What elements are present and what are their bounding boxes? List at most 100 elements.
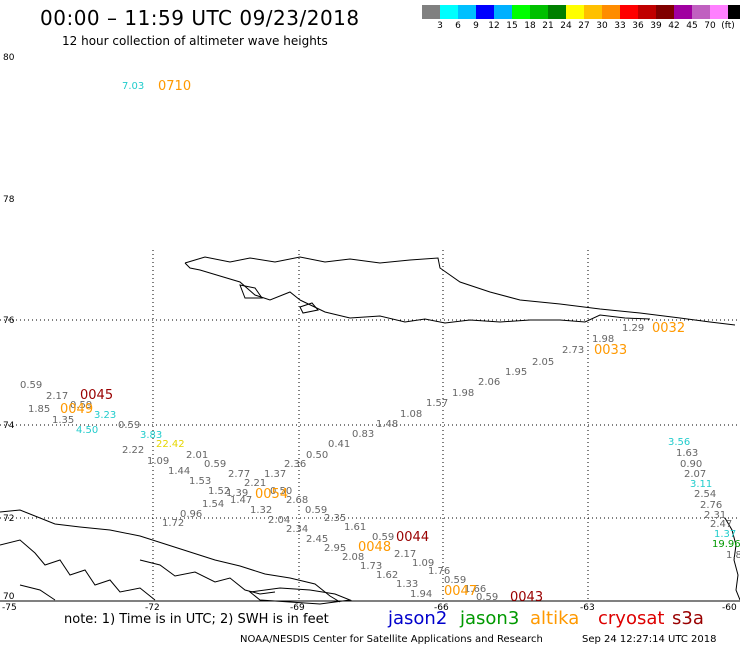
swh-label: 2.07: [684, 469, 706, 480]
swh-label: 1.76: [428, 566, 450, 577]
color-legend: 3 6 9 12 15 18 21 24 27 30 33 36 39 42 45 70 (ft): [422, 5, 740, 31]
legend-label: 3: [437, 21, 443, 31]
legend-label: 70: [704, 21, 716, 31]
lat-label-76: 76: [3, 316, 15, 326]
swh-label: 19.96: [712, 539, 740, 550]
legend-swatch: [512, 5, 530, 19]
swh-label: 1.33: [396, 579, 418, 590]
mission-cryosat: cryosat: [598, 608, 665, 629]
swh-label: 2.77: [228, 469, 250, 480]
credit-line: NOAA/NESDIS Center for Satellite Applica…: [240, 634, 543, 645]
lon-label-72: -72: [145, 603, 160, 613]
swh-label: 0.59: [444, 575, 466, 586]
swh-label: 2.54: [694, 489, 716, 500]
swh-label: 2.73: [562, 345, 584, 356]
legend-swatch: [530, 5, 548, 19]
swh-label: 0.59: [305, 505, 327, 516]
legend-label: (ft): [721, 21, 735, 31]
legend-swatch: [710, 5, 728, 19]
swh-label: 1.32: [250, 505, 272, 516]
legend-swatch: [620, 5, 638, 19]
swh-label: 1.61: [344, 522, 366, 533]
greenland-coastline: [184, 256, 736, 326]
gray-readings: 0.59 2.17 1.85 0.59 1.35 0.59 2.22 1.09 …: [20, 323, 740, 603]
pass-time: 0043: [510, 590, 543, 605]
swh-label: 1.29: [622, 323, 644, 334]
legend-swatch: [638, 5, 656, 19]
legend-swatch: [458, 5, 476, 19]
footer-note: note: 1) Time is in UTC; 2) SWH is in fe…: [64, 612, 329, 627]
legend-label: 6: [455, 21, 461, 31]
swh-label: 7.03: [122, 81, 144, 92]
swh-label: 2.17: [394, 549, 416, 560]
lon-label-66: -66: [434, 603, 449, 613]
swh-label: 1.85: [28, 404, 50, 415]
legend-swatch: [674, 5, 692, 19]
swh-label: 1.94: [410, 589, 432, 600]
legend-swatch: [422, 5, 440, 19]
lon-label-63: -63: [580, 603, 595, 613]
swh-label: 3.23: [94, 410, 116, 421]
lat-label-74: 74: [3, 421, 15, 431]
swh-label: 2.68: [286, 495, 308, 506]
legend-swatch: [566, 5, 584, 19]
swh-label: 1.44: [168, 466, 190, 477]
lon-label-69: -69: [290, 603, 305, 613]
swh-label: 2.01: [186, 450, 208, 461]
swh-label: 3.56: [668, 437, 690, 448]
pass-time: 0044: [396, 530, 429, 545]
swh-label: 1.73: [360, 561, 382, 572]
swh-label: 0.83: [352, 429, 374, 440]
lat-label-78: 78: [3, 195, 15, 205]
swh-label: 1.8: [726, 550, 740, 561]
swh-label: 2.08: [342, 552, 364, 563]
swh-label: 2.95: [324, 543, 346, 554]
swh-label: 0.59: [20, 380, 42, 391]
pass-time: 0047: [444, 584, 477, 599]
swh-label: 0.50: [270, 486, 292, 497]
swh-label: 0.41: [328, 439, 350, 450]
swh-label: 2.05: [532, 357, 554, 368]
swh-label: 1.98: [452, 388, 474, 399]
legend-label: 24: [560, 21, 572, 31]
swh-label: 1.08: [400, 409, 422, 420]
swh-label: 3.11: [690, 479, 712, 490]
legend-label: 45: [686, 21, 698, 31]
swh-label: 1.37: [714, 529, 736, 540]
east-coastline: [724, 517, 740, 601]
swh-label: 0.59: [372, 532, 394, 543]
pass-time: 0045: [80, 388, 113, 403]
swh-label: 1.09: [147, 456, 169, 467]
legend-swatch: [656, 5, 674, 19]
legend-swatches: [422, 5, 740, 19]
swh-label: 0.90: [680, 459, 702, 470]
lat-label-70: 70: [3, 592, 15, 602]
swh-label: 0.59: [70, 400, 92, 411]
swh-label: 2.22: [122, 445, 144, 456]
legend-swatch: [476, 5, 494, 19]
legend-swatch: [602, 5, 620, 19]
legend-label: 15: [506, 21, 518, 31]
mission-s3a: s3a: [672, 608, 704, 629]
legend-swatch: [692, 5, 710, 19]
swh-label: 1.37: [264, 469, 286, 480]
swh-label: 2.17: [46, 391, 68, 402]
pass-time: 0049: [60, 402, 93, 417]
swh-label: 2.47: [710, 519, 732, 530]
lon-label-60: -60: [722, 603, 737, 613]
swh-label: 1.66: [464, 584, 486, 595]
legend-label: 9: [473, 21, 479, 31]
swh-label: 22.42: [156, 439, 185, 450]
swh-label: 1.62: [376, 570, 398, 581]
swh-label: 0.59: [204, 459, 226, 470]
swh-label: 1.95: [505, 367, 527, 378]
generated-timestamp: Sep 24 12:27:14 UTC 2018: [582, 634, 717, 645]
swh-label: 1.98: [592, 334, 614, 345]
baffin-coastline: [0, 509, 341, 603]
pass-time: 0048: [358, 540, 391, 555]
altika-pass-times: 0710 0049 0032 0033 0054 0048 0047: [60, 79, 685, 599]
swh-label: 2.35: [324, 513, 346, 524]
legend-swatch: [728, 5, 740, 19]
island-coastline: [239, 284, 319, 314]
swh-label: 3.83: [140, 430, 162, 441]
